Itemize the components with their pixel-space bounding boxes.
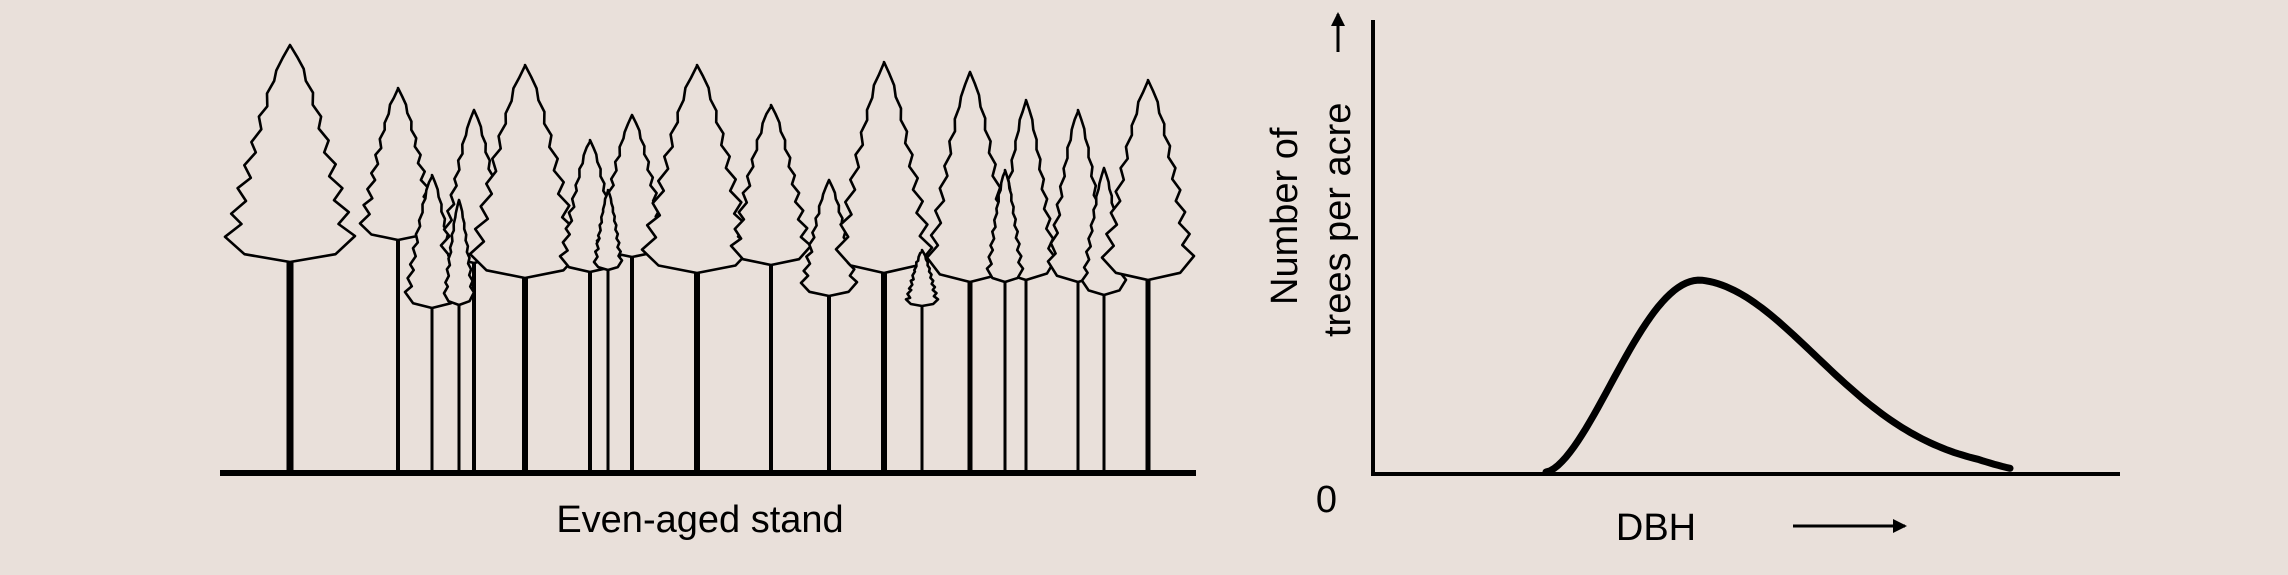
tree [799,178,859,471]
tree [403,173,461,471]
tree [729,103,813,471]
x-axis-label: DBH [1616,507,1696,549]
tree-crown [358,86,438,242]
tree-crown [403,173,461,310]
even-aged-stand-illustration: Even-aged stand [220,43,1196,541]
tree [442,198,476,471]
tree-crown [799,178,859,298]
tree [1100,78,1196,471]
tree-group [223,43,1196,471]
distribution-curve [1542,276,2014,476]
tree-crown [1100,78,1196,282]
tree-crown [468,63,582,280]
origin-label: 0 [1316,479,1337,521]
diameter-distribution-graph: 0 Number of trees per acre DBH [1264,12,2120,549]
tree [985,168,1025,471]
tree [640,63,754,471]
tree-crown [592,188,624,272]
y-axis-label-line1: Number of [1264,127,1306,305]
tree-crown [904,248,940,308]
tree [592,188,624,471]
tree-crown [985,168,1025,284]
tree [904,248,940,471]
tree-crown [729,103,813,267]
tree [468,63,582,471]
tree-crown [925,70,1015,284]
y-axis-label-line2: trees per acre [1317,103,1359,337]
tree-crown [640,63,754,275]
tree-crown [223,43,357,264]
tree-crown [442,198,476,307]
tree-crown [834,60,934,275]
tree [925,70,1015,471]
tree [223,43,357,471]
tree [358,86,438,471]
tree [834,60,934,471]
stand-caption: Even-aged stand [556,499,843,541]
